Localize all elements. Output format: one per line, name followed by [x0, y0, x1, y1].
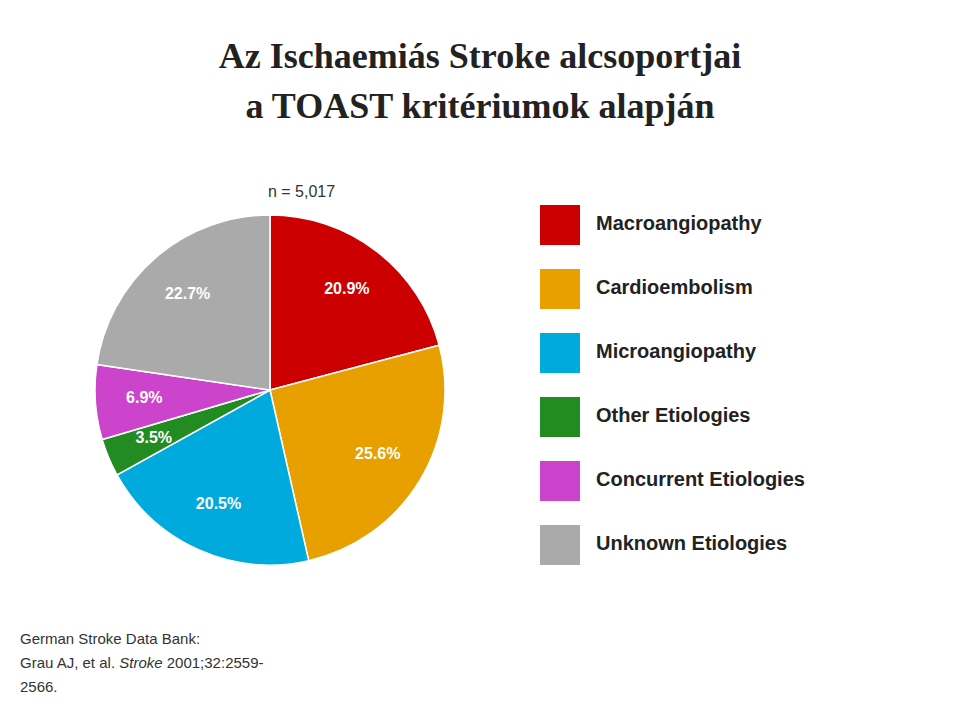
data-label: 6.9%: [126, 389, 162, 406]
footnote-part: 2001;32:2559-: [163, 654, 264, 671]
legend-swatch: [540, 333, 580, 373]
legend-label: Cardioembolism: [596, 276, 753, 298]
slices: [95, 215, 445, 565]
legend-item: Cardioembolism: [540, 269, 753, 309]
legend-swatch: [540, 205, 580, 245]
title-line: a TOAST kritériumok alapján: [245, 86, 714, 126]
footnote-part: Grau AJ, et al.: [20, 654, 119, 671]
footnote-line: German Stroke Data Bank:: [20, 630, 200, 647]
footnote: German Stroke Data Bank: Grau AJ, et al. …: [20, 630, 264, 695]
annotations: n = 5,017: [268, 183, 335, 200]
legend-label: Other Etiologies: [596, 404, 750, 426]
data-label: 25.6%: [355, 445, 400, 462]
legend-label: Macroangiopathy: [596, 212, 762, 234]
legend-label: Unknown Etiologies: [596, 532, 787, 554]
footnote-part: Stroke: [119, 654, 162, 671]
legend-swatch: [540, 525, 580, 565]
legend-swatch: [540, 269, 580, 309]
data-label: 22.7%: [165, 285, 210, 302]
footnote-line: 2566.: [20, 678, 58, 695]
data-label: 20.9%: [324, 280, 369, 297]
legend-item: Unknown Etiologies: [540, 525, 787, 565]
data-label: 3.5%: [136, 429, 172, 446]
legend-item: Macroangiopathy: [540, 205, 762, 245]
legend-item: Other Etiologies: [540, 397, 750, 437]
chart: Az Ischaemiás Stroke alcsoportjai a TOAST…: [0, 0, 960, 720]
slice: [97, 215, 270, 390]
legend-swatch: [540, 461, 580, 501]
data-label: 20.5%: [196, 495, 241, 512]
legend-swatch: [540, 397, 580, 437]
legend-item: Microangiopathy: [540, 333, 757, 373]
annotation: n = 5,017: [268, 183, 335, 200]
legend-label: Microangiopathy: [596, 340, 757, 362]
title: Az Ischaemiás Stroke alcsoportjai a TOAST…: [219, 36, 741, 126]
legend-label: Concurrent Etiologies: [596, 468, 805, 490]
title-line: Az Ischaemiás Stroke alcsoportjai: [219, 36, 741, 76]
legend-item: Concurrent Etiologies: [540, 461, 805, 501]
pie: 20.9% 25.6% 20.5% 3.5% 6.9% 22.7%: [95, 215, 445, 565]
data-labels: 20.9% 25.6% 20.5% 3.5% 6.9% 22.7%: [126, 280, 400, 512]
footnote-line: Grau AJ, et al. Stroke 2001;32:2559-: [20, 654, 264, 671]
legend: Macroangiopathy Cardioembolism Microangiop…: [540, 205, 805, 565]
